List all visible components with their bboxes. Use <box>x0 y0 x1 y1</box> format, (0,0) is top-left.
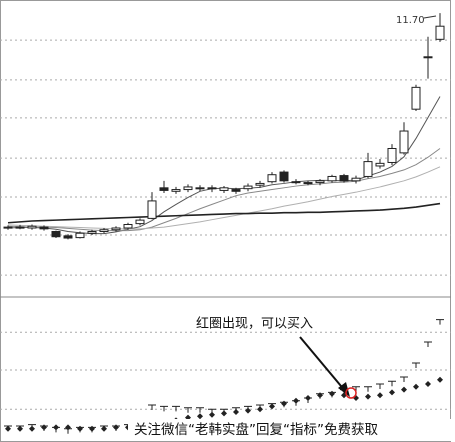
candle-body <box>351 177 361 182</box>
indicator-dot <box>29 425 35 432</box>
indicator-dot <box>269 403 275 410</box>
candle-body <box>87 230 97 234</box>
candle-body <box>435 25 445 40</box>
indicator-dot <box>413 383 419 390</box>
candle-body <box>3 226 13 229</box>
candle-body <box>387 148 397 163</box>
high-arrow <box>423 15 437 19</box>
candle-body <box>327 175 337 182</box>
indicator-dash <box>412 362 420 368</box>
indicator-dot <box>209 411 215 418</box>
candle-body <box>195 187 205 190</box>
indicator-dot <box>365 393 371 400</box>
indicator-dot <box>353 395 359 401</box>
red-circle <box>345 387 357 399</box>
candle-body <box>99 229 109 232</box>
indicator-dot <box>257 406 263 413</box>
indicator-dash <box>148 404 156 410</box>
indicator-dot <box>5 425 11 432</box>
indicator-dot <box>233 409 239 415</box>
indicator-dash <box>388 380 396 387</box>
candle-body <box>339 175 349 182</box>
candle-body <box>111 227 121 231</box>
indicator-dot <box>17 425 23 432</box>
candle-body <box>423 56 433 59</box>
candle-body <box>159 187 169 191</box>
indicator-dot <box>101 425 107 432</box>
indicator-dot <box>377 392 383 399</box>
candle-body <box>279 171 289 182</box>
candle-body <box>363 161 373 177</box>
candle-body <box>135 219 145 225</box>
candle-body <box>39 226 49 230</box>
indicator-dot <box>245 407 251 414</box>
candle-body <box>243 185 253 190</box>
candle-body <box>63 235 73 239</box>
indicator-dot <box>425 381 431 387</box>
candle-body <box>147 200 157 219</box>
indicator-dot <box>317 392 323 399</box>
indicator-dash <box>160 405 168 412</box>
indicator-dot <box>305 395 311 401</box>
indicator-dot <box>53 424 59 431</box>
indicator-dash <box>172 405 180 412</box>
indicator-dash <box>184 407 192 413</box>
candle-body <box>375 162 385 167</box>
candle-body <box>231 189 241 192</box>
candle-body <box>291 181 301 184</box>
indicator-dot <box>41 424 47 431</box>
arrowhead <box>338 382 350 397</box>
candle-body <box>315 180 325 184</box>
candle-body <box>267 174 277 183</box>
watermark-bg <box>128 419 451 441</box>
annotation: 红圈出现，可以买入 <box>196 316 313 332</box>
indicator-dot <box>65 424 71 431</box>
indicator-dot <box>221 410 227 417</box>
indicator-dash <box>424 341 432 347</box>
candle-body <box>411 86 421 110</box>
candle-body <box>27 225 37 229</box>
candle-body <box>399 130 409 154</box>
candle-body <box>51 230 61 238</box>
candle-body <box>171 189 181 192</box>
candle-body <box>75 232 85 239</box>
indicator-dot <box>389 389 395 396</box>
high-label: 11.70 <box>396 15 425 26</box>
moving-average <box>7 166 441 230</box>
candle-body <box>207 187 217 190</box>
indicator-dash <box>436 319 444 325</box>
candle-body <box>219 187 229 191</box>
indicator-dot <box>293 397 299 404</box>
indicator-dot <box>89 425 95 432</box>
candle-body <box>303 182 313 185</box>
candle-body <box>15 226 25 229</box>
candle-body <box>255 182 265 186</box>
indicator-dot <box>77 425 83 432</box>
indicator-dot <box>113 424 119 431</box>
indicator-dash <box>376 383 384 389</box>
moving-average <box>7 148 441 232</box>
annotation-arrow <box>299 336 347 393</box>
indicator-dot <box>197 413 203 420</box>
candle-body <box>183 186 193 191</box>
indicator-dot <box>329 390 335 397</box>
moving-average <box>7 96 441 235</box>
indicator-dash <box>400 376 408 382</box>
candle-body <box>123 223 133 229</box>
indicator-dot <box>281 400 287 407</box>
indicator-dot <box>401 386 407 393</box>
indicator-dash <box>364 386 372 392</box>
moving-average <box>7 202 441 224</box>
indicator-dot <box>437 376 443 383</box>
watermark: 关注微信“老韩实盘”回复“指标”免费获取 <box>134 421 378 438</box>
indicator-dash <box>196 407 204 413</box>
